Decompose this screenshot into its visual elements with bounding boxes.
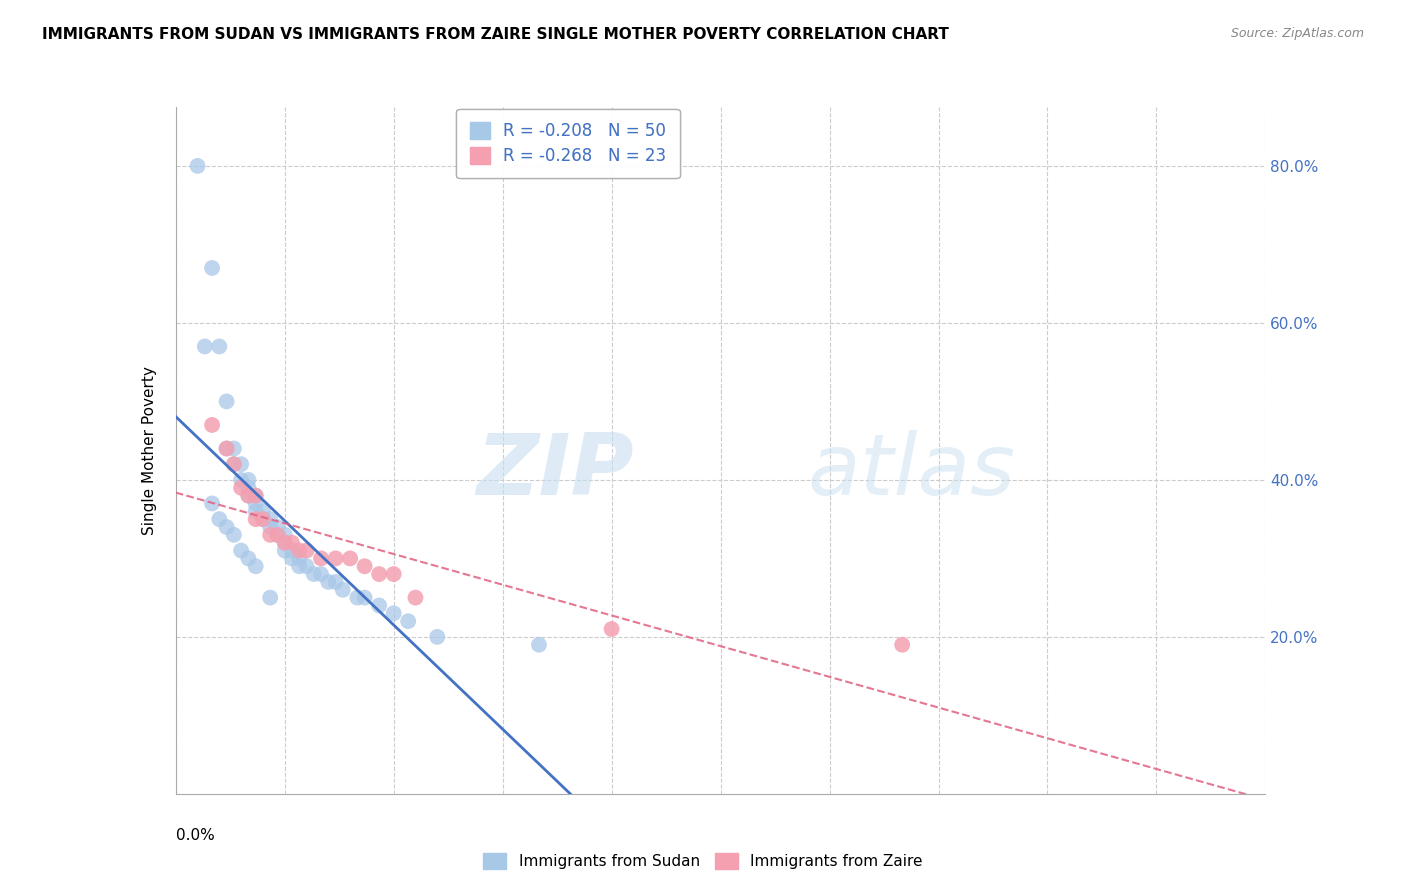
- Point: [201, 496, 224, 510]
- Point: [353, 591, 375, 605]
- Point: [274, 543, 297, 558]
- Point: [309, 567, 332, 582]
- Point: [186, 159, 209, 173]
- Point: [231, 543, 253, 558]
- Point: [238, 489, 260, 503]
- Point: [288, 559, 311, 574]
- Point: [215, 520, 238, 534]
- Point: [245, 489, 267, 503]
- Point: [245, 504, 267, 518]
- Text: atlas: atlas: [807, 430, 1015, 513]
- Point: [245, 496, 267, 510]
- Point: [266, 528, 288, 542]
- Point: [318, 574, 340, 589]
- Point: [281, 551, 304, 566]
- Point: [231, 481, 253, 495]
- Point: [274, 535, 297, 549]
- Point: [346, 591, 368, 605]
- Point: [281, 543, 304, 558]
- Point: [259, 512, 281, 526]
- Point: [231, 457, 253, 471]
- Point: [215, 442, 238, 456]
- Point: [274, 528, 297, 542]
- Point: [259, 591, 281, 605]
- Point: [339, 551, 361, 566]
- Point: [368, 599, 391, 613]
- Point: [274, 535, 297, 549]
- Point: [215, 442, 238, 456]
- Point: [295, 559, 318, 574]
- Point: [266, 528, 288, 542]
- Point: [353, 559, 375, 574]
- Point: [252, 512, 274, 526]
- Point: [245, 512, 267, 526]
- Point: [288, 551, 311, 566]
- Point: [238, 551, 260, 566]
- Point: [222, 442, 245, 456]
- Point: [368, 567, 391, 582]
- Y-axis label: Single Mother Poverty: Single Mother Poverty: [142, 366, 157, 535]
- Point: [222, 457, 245, 471]
- Point: [309, 551, 332, 566]
- Point: [259, 528, 281, 542]
- Legend: Immigrants from Sudan, Immigrants from Zaire: Immigrants from Sudan, Immigrants from Z…: [477, 847, 929, 875]
- Point: [281, 535, 304, 549]
- Text: IMMIGRANTS FROM SUDAN VS IMMIGRANTS FROM ZAIRE SINGLE MOTHER POVERTY CORRELATION: IMMIGRANTS FROM SUDAN VS IMMIGRANTS FROM…: [42, 27, 949, 42]
- Point: [245, 559, 267, 574]
- Point: [252, 504, 274, 518]
- Point: [295, 543, 318, 558]
- Text: 0.0%: 0.0%: [176, 828, 215, 843]
- Point: [208, 339, 231, 353]
- Point: [382, 607, 405, 621]
- Point: [238, 481, 260, 495]
- Point: [259, 520, 281, 534]
- Point: [332, 582, 354, 597]
- Point: [201, 260, 224, 275]
- Point: [266, 520, 288, 534]
- Point: [325, 574, 347, 589]
- Point: [238, 489, 260, 503]
- Point: [201, 417, 224, 432]
- Point: [288, 543, 311, 558]
- Text: ZIP: ZIP: [475, 430, 633, 513]
- Point: [215, 394, 238, 409]
- Point: [231, 473, 253, 487]
- Point: [382, 567, 405, 582]
- Point: [238, 473, 260, 487]
- Point: [208, 512, 231, 526]
- Point: [245, 489, 267, 503]
- Point: [405, 591, 427, 605]
- Point: [600, 622, 623, 636]
- Point: [302, 567, 325, 582]
- Legend: R = -0.208   N = 50, R = -0.268   N = 23: R = -0.208 N = 50, R = -0.268 N = 23: [457, 109, 679, 178]
- Point: [222, 528, 245, 542]
- Text: Source: ZipAtlas.com: Source: ZipAtlas.com: [1230, 27, 1364, 40]
- Point: [396, 614, 419, 628]
- Point: [527, 638, 550, 652]
- Point: [222, 457, 245, 471]
- Point: [426, 630, 449, 644]
- Point: [194, 339, 217, 353]
- Point: [325, 551, 347, 566]
- Point: [891, 638, 914, 652]
- Point: [252, 512, 274, 526]
